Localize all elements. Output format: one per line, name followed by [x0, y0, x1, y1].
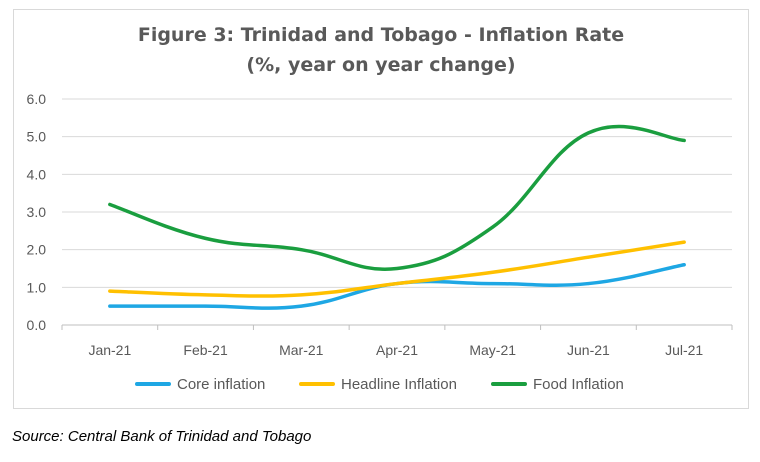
data-point-core [586, 282, 590, 286]
data-point-headline [491, 270, 495, 274]
data-point-headline [204, 293, 208, 297]
data-point-food [491, 225, 495, 229]
chart-title: Figure 3: Trinidad and Tobago - Inflatio… [13, 20, 749, 80]
data-point-food [299, 248, 303, 252]
data-point-food [108, 202, 112, 206]
y-tick-label: 4.0 [27, 166, 47, 182]
legend-swatch-food [491, 382, 527, 386]
legend-label-core: Core inflation [177, 375, 266, 393]
x-tick-label: Jun-21 [567, 342, 610, 358]
data-point-food [586, 131, 590, 135]
x-tick-label: Jan-21 [88, 342, 131, 358]
series-line-core [108, 262, 686, 310]
legend-swatch-core [135, 382, 171, 386]
y-tick-label: 0.0 [27, 317, 47, 333]
x-tick-label: Feb-21 [183, 342, 228, 358]
chart-legend: Core inflation Headline Inflation Food I… [13, 372, 749, 396]
data-point-core [108, 304, 112, 308]
legend-label-food: Food Inflation [533, 375, 624, 393]
series-line-food [108, 124, 686, 271]
data-point-food [204, 236, 208, 240]
data-point-core [682, 263, 686, 267]
data-point-headline [299, 293, 303, 297]
chart-frame [13, 9, 749, 409]
data-point-food [682, 138, 686, 142]
legend-label-headline: Headline Inflation [341, 375, 457, 393]
chart-subtitle: (%, year on year change) [246, 54, 516, 76]
data-point-core [299, 304, 303, 308]
legend-item-headline: Headline Inflation [299, 372, 457, 396]
y-tick-label: 2.0 [27, 242, 47, 258]
x-tick-label: May-21 [469, 342, 516, 358]
y-tick-label: 6.0 [27, 91, 47, 107]
data-point-core [204, 304, 208, 308]
chart-title-line: Figure 3: Trinidad and Tobago - Inflatio… [137, 24, 625, 46]
data-point-core [491, 282, 495, 286]
source-note: Source: Central Bank of Trinidad and Tob… [12, 428, 312, 445]
legend-item-core: Core inflation [135, 372, 265, 396]
y-tick-label: 3.0 [27, 204, 47, 220]
data-point-headline [682, 240, 686, 244]
data-point-food [395, 267, 399, 270]
data-point-headline [108, 289, 112, 293]
x-tick-label: Jul-21 [665, 342, 703, 358]
x-tick-label: Apr-21 [376, 342, 418, 358]
data-point-headline [395, 282, 399, 286]
y-tick-label: 1.0 [27, 279, 47, 295]
data-point-headline [586, 255, 590, 259]
legend-item-food: Food Inflation [491, 372, 624, 396]
legend-swatch-headline [299, 382, 335, 386]
x-tick-label: Mar-21 [279, 342, 324, 358]
y-tick-label: 5.0 [27, 129, 47, 145]
